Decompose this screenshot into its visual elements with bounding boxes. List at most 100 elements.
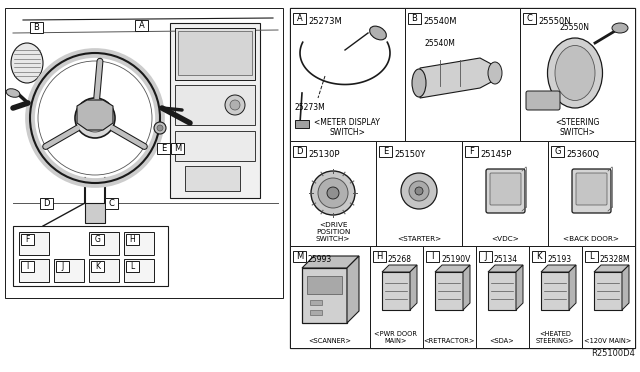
Polygon shape: [488, 265, 523, 272]
Text: I: I: [431, 252, 434, 261]
Bar: [19, 232, 49, 255]
Text: J: J: [61, 262, 63, 271]
Circle shape: [409, 181, 429, 201]
Circle shape: [318, 178, 348, 208]
Ellipse shape: [370, 26, 387, 40]
Text: R25100D4: R25100D4: [591, 349, 635, 358]
Bar: [293, 13, 306, 24]
Bar: [175, 28, 255, 80]
Text: G: G: [95, 235, 100, 244]
Text: 25360Q: 25360Q: [566, 150, 599, 159]
Polygon shape: [541, 265, 576, 272]
Bar: [89, 259, 119, 282]
Polygon shape: [382, 265, 417, 272]
Bar: [85, 203, 105, 223]
Bar: [370, 246, 423, 348]
Text: A: A: [139, 21, 145, 30]
Text: 25193: 25193: [547, 255, 571, 264]
Circle shape: [415, 187, 423, 195]
Circle shape: [327, 187, 339, 199]
Bar: [310, 310, 322, 315]
Bar: [376, 141, 462, 246]
Text: <RETRACTOR>: <RETRACTOR>: [423, 338, 475, 344]
Text: G: G: [554, 147, 561, 156]
Bar: [171, 143, 184, 154]
Bar: [423, 246, 476, 348]
Polygon shape: [77, 100, 113, 130]
Bar: [465, 146, 478, 157]
Text: 25328M: 25328M: [600, 255, 630, 264]
Text: B: B: [33, 23, 40, 32]
Bar: [520, 8, 635, 141]
Bar: [135, 20, 148, 31]
Text: <DRIVE
POSITION
SWITCH>: <DRIVE POSITION SWITCH>: [316, 222, 350, 242]
Bar: [405, 8, 520, 141]
Bar: [408, 13, 421, 24]
Text: 25273M: 25273M: [294, 103, 325, 112]
Circle shape: [230, 100, 240, 110]
Polygon shape: [302, 256, 359, 268]
Bar: [56, 261, 69, 272]
Text: J: J: [484, 252, 487, 261]
Text: I: I: [26, 262, 29, 271]
Bar: [105, 198, 118, 209]
Bar: [290, 8, 405, 141]
Bar: [19, 259, 49, 282]
Polygon shape: [622, 265, 629, 310]
Bar: [479, 251, 492, 262]
Polygon shape: [594, 265, 629, 272]
Bar: [293, 146, 306, 157]
Text: 25145P: 25145P: [480, 150, 511, 159]
Polygon shape: [435, 265, 470, 272]
Text: C: C: [109, 199, 115, 208]
Bar: [488, 272, 516, 310]
Bar: [594, 272, 622, 310]
Circle shape: [157, 125, 163, 131]
Bar: [124, 259, 154, 282]
FancyBboxPatch shape: [490, 173, 521, 205]
Circle shape: [75, 98, 115, 138]
Bar: [290, 8, 635, 348]
Circle shape: [225, 95, 245, 115]
Bar: [89, 232, 119, 255]
Bar: [30, 22, 43, 33]
Polygon shape: [463, 265, 470, 310]
Text: <STEERING
SWITCH>: <STEERING SWITCH>: [555, 118, 599, 137]
Text: E: E: [161, 144, 166, 153]
FancyBboxPatch shape: [576, 173, 607, 205]
Bar: [175, 131, 255, 161]
Text: 25190V: 25190V: [441, 255, 470, 264]
Circle shape: [81, 104, 109, 132]
Text: 25268: 25268: [388, 255, 412, 264]
Ellipse shape: [412, 69, 426, 97]
Text: L: L: [589, 252, 594, 261]
Bar: [295, 120, 309, 128]
Text: K: K: [536, 252, 541, 261]
Bar: [379, 146, 392, 157]
Bar: [290, 246, 370, 348]
Bar: [126, 234, 139, 245]
Circle shape: [154, 122, 166, 134]
Bar: [476, 246, 529, 348]
Bar: [40, 198, 53, 209]
Bar: [290, 141, 376, 246]
Bar: [124, 232, 154, 255]
FancyBboxPatch shape: [526, 91, 560, 110]
Bar: [126, 261, 139, 272]
Ellipse shape: [547, 38, 602, 108]
Text: D: D: [44, 199, 50, 208]
Bar: [523, 13, 536, 24]
Bar: [582, 246, 635, 348]
Bar: [435, 272, 463, 310]
Bar: [293, 251, 306, 262]
Polygon shape: [420, 58, 495, 98]
Text: K: K: [95, 262, 100, 271]
Text: C: C: [527, 14, 532, 23]
Ellipse shape: [6, 89, 20, 97]
Text: D: D: [296, 147, 303, 156]
Text: 25550N: 25550N: [560, 23, 590, 32]
Bar: [462, 141, 548, 246]
Bar: [551, 146, 564, 157]
Text: <PWR DOOR
MAIN>: <PWR DOOR MAIN>: [374, 331, 417, 344]
Text: L: L: [131, 262, 134, 271]
